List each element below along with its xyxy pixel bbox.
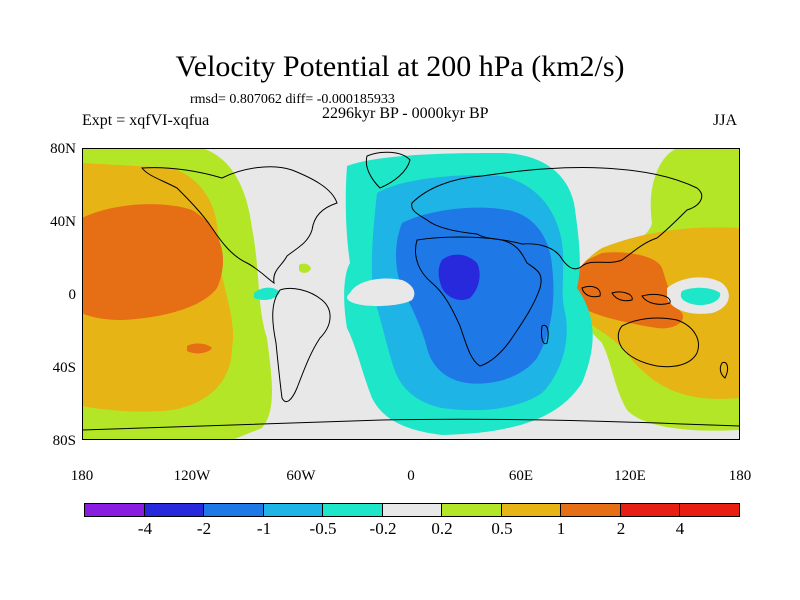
colorbar <box>84 503 741 517</box>
colorbar-box <box>262 503 324 517</box>
lon-label: 60W <box>286 468 316 484</box>
america-small-spot <box>254 287 280 300</box>
colorbar-box <box>441 503 502 517</box>
warm-pool-max <box>574 252 683 329</box>
lon-label: 120W <box>173 468 211 484</box>
colorbar-box <box>679 503 741 517</box>
velocity-potential-map <box>82 148 740 440</box>
colorbar-box <box>619 503 681 517</box>
colorbar-box <box>381 503 443 517</box>
colorbar-label: 0.5 <box>491 519 513 538</box>
colorbar-label: -0.2 <box>369 519 397 538</box>
colorbar-label: 2 <box>616 519 626 538</box>
season-label: JJA <box>713 112 738 129</box>
coastlines <box>82 151 740 431</box>
lon-label: 60E <box>508 468 534 484</box>
colorbar-box <box>322 503 383 517</box>
colorbar-box <box>84 503 145 517</box>
colorbar-label: -0.5 <box>309 519 337 538</box>
pacific-positive-max <box>82 204 224 320</box>
colorbar-box <box>500 503 562 517</box>
colorbar-label: 1 <box>556 519 566 538</box>
experiment-label: Expt = xqfVI-xqfua <box>82 112 210 129</box>
africa-negative-max <box>438 254 480 300</box>
colorbar-label: 0.2 <box>431 519 453 538</box>
lat-label: 40S <box>52 360 76 376</box>
pacific-small-patch <box>187 343 212 354</box>
lon-label: 120E <box>614 468 646 484</box>
lon-label: 0 <box>407 468 415 484</box>
colorbar-label: -2 <box>196 519 212 538</box>
period-label: 2296kyr BP - 0000kyr BP <box>322 105 489 122</box>
page-title: Velocity Potential at 200 hPa (km2/s) <box>175 50 625 83</box>
colorbar-label: -1 <box>256 519 272 538</box>
stats-label: rmsd= 0.807062 diff= -0.000185933 <box>190 92 395 107</box>
lat-label: 80N <box>50 141 76 157</box>
atlantic-neutral-pocket <box>346 278 415 307</box>
lon-label: 180 <box>728 468 752 484</box>
lon-label: 180 <box>70 468 94 484</box>
colorbar-label: -4 <box>137 519 153 538</box>
colorbar-box <box>203 503 264 517</box>
lat-label: 0 <box>68 287 77 303</box>
colorbar-label: 4 <box>675 519 685 538</box>
lat-label: 80S <box>52 433 76 449</box>
africa-negative-inner <box>396 207 554 384</box>
gulf-small-spot <box>299 263 311 273</box>
colorbar-box <box>143 503 205 517</box>
pacific-negative-spot <box>680 287 721 306</box>
colorbar-box <box>560 503 621 517</box>
lat-label: 40N <box>50 214 76 230</box>
